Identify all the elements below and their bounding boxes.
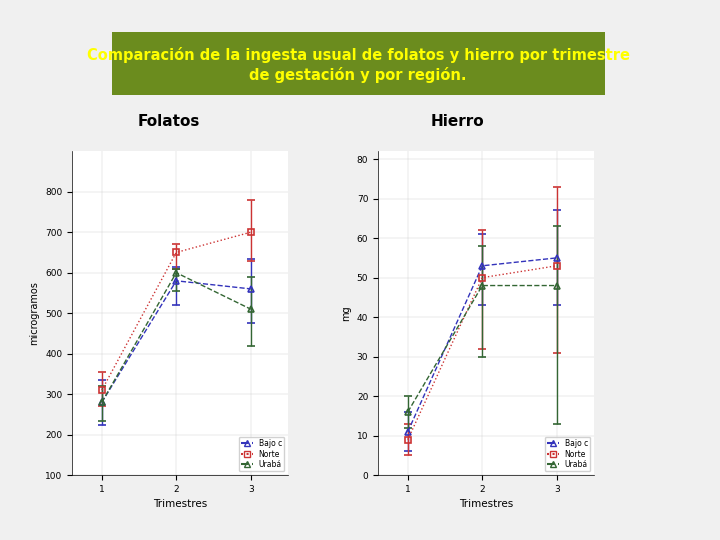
- Text: Comparación de la ingesta usual de folatos y hierro por trimestre: Comparación de la ingesta usual de folat…: [86, 48, 630, 63]
- Legend: Bajo c, Norte, Urabá: Bajo c, Norte, Urabá: [239, 437, 284, 471]
- X-axis label: Trimestres: Trimestres: [153, 500, 207, 509]
- Y-axis label: mg: mg: [341, 306, 351, 321]
- Legend: Bajo c, Norte, Urabá: Bajo c, Norte, Urabá: [545, 437, 590, 471]
- X-axis label: Trimestres: Trimestres: [459, 500, 513, 509]
- Y-axis label: microgramos: microgramos: [30, 281, 40, 345]
- Text: de gestación y por región.: de gestación y por región.: [249, 68, 467, 83]
- Text: Hierro: Hierro: [431, 114, 484, 129]
- Text: Folatos: Folatos: [138, 114, 200, 129]
